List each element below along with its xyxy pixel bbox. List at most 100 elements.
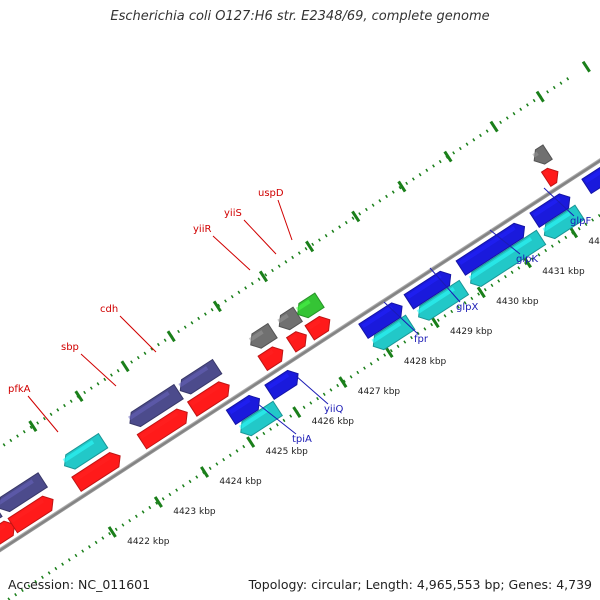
kbp-major-tick <box>246 436 256 448</box>
gene-feature[interactable] <box>358 299 407 340</box>
kbp-major-tick <box>292 406 302 418</box>
gene-arrow[interactable] <box>466 229 547 290</box>
gene-feature[interactable] <box>403 267 455 310</box>
gene-feature[interactable] <box>530 144 553 168</box>
gene-leader-line <box>243 219 277 255</box>
gene-feature[interactable] <box>176 358 223 398</box>
gene-feature[interactable] <box>369 314 416 353</box>
gene-arrow[interactable] <box>285 328 311 353</box>
gene-arrow[interactable] <box>581 157 600 195</box>
gene-arrow[interactable] <box>540 204 585 242</box>
gene-arrow[interactable] <box>358 299 407 340</box>
gene-arrow[interactable] <box>264 367 303 401</box>
gene-feature[interactable] <box>285 328 311 353</box>
gene-label-yiiQ[interactable]: yiiQ <box>324 404 343 415</box>
gene-highlight <box>361 305 394 329</box>
gene-arrow[interactable] <box>246 322 278 352</box>
kbp-tick-label: 4425 kbp <box>265 447 308 457</box>
gene-arrow[interactable] <box>186 378 234 417</box>
kbp-tick-label: 4428 kbp <box>404 357 447 367</box>
gene-feature[interactable] <box>581 157 600 195</box>
gene-feature[interactable] <box>264 367 303 401</box>
gene-label-tpiA[interactable]: tpiA <box>292 434 312 445</box>
gene-arrow[interactable] <box>275 306 304 333</box>
gene-arrow[interactable] <box>71 449 125 493</box>
gene-feature[interactable] <box>275 306 304 333</box>
gene-arrow[interactable] <box>7 492 58 534</box>
gene-highlight <box>277 313 289 324</box>
gene-arrow[interactable] <box>236 400 284 439</box>
gene-feature[interactable] <box>293 292 325 321</box>
kbp-major-tick <box>384 346 394 359</box>
gene-label-fpr[interactable]: fpr <box>414 334 429 345</box>
gene-feature[interactable] <box>414 279 470 324</box>
gene-arrow[interactable] <box>125 383 184 431</box>
gene-label-pfkA[interactable]: pfkA <box>8 384 31 395</box>
gene-arrow[interactable] <box>369 314 416 353</box>
gene-label-glpK[interactable]: glpK <box>516 254 538 265</box>
gene-feature[interactable] <box>246 322 278 352</box>
gene-feature[interactable] <box>236 400 284 439</box>
gene-feature[interactable] <box>455 220 529 276</box>
gene-arrow[interactable] <box>530 144 553 168</box>
kbp-major-tick <box>430 316 440 329</box>
gene-feature[interactable] <box>7 492 58 534</box>
gene-label-glpF[interactable]: glpF <box>570 216 591 227</box>
gene-leader-line <box>27 395 59 433</box>
gene-feature[interactable] <box>0 472 49 516</box>
outer-major-tick <box>120 360 130 373</box>
gene-feature[interactable] <box>0 517 19 558</box>
gene-feature[interactable] <box>60 432 109 473</box>
kbp-tick-label: 4432 kbp <box>588 237 600 247</box>
gene-arrow[interactable] <box>257 343 287 372</box>
outer-major-tick <box>166 330 176 343</box>
outer-major-tick <box>581 60 591 73</box>
gene-arrow[interactable] <box>293 292 325 321</box>
gene-label-yiiR[interactable]: yiiR <box>193 224 211 235</box>
gene-highlight <box>468 236 533 280</box>
inner-tick-row <box>7 184 600 600</box>
kbp-tick-label: 4423 kbp <box>173 507 216 517</box>
gene-highlight <box>371 321 402 344</box>
gene-highlight <box>74 455 112 482</box>
outer-major-tick <box>258 270 268 283</box>
gene-arrow[interactable] <box>0 472 49 516</box>
gene-highlight <box>0 479 34 506</box>
gene-leader-line <box>543 187 575 217</box>
gene-arrow[interactable] <box>403 267 455 310</box>
gene-arrow[interactable] <box>414 279 470 324</box>
gene-arrow[interactable] <box>455 220 529 276</box>
gene-highlight <box>544 171 550 177</box>
gene-feature[interactable] <box>257 343 287 372</box>
gene-arrow[interactable] <box>60 432 109 473</box>
outer-major-tick <box>443 150 453 163</box>
gene-label-cdh[interactable]: cdh <box>100 304 118 315</box>
kbp-tick-label: 4424 kbp <box>219 477 262 487</box>
gene-feature[interactable] <box>540 204 585 242</box>
outer-major-tick <box>535 90 545 103</box>
gene-feature[interactable] <box>304 313 334 341</box>
gene-label-uspD[interactable]: uspD <box>258 188 284 199</box>
gene-leader-line <box>257 403 297 435</box>
gene-highlight <box>140 411 179 439</box>
gene-feature[interactable] <box>125 383 184 431</box>
gene-arrow[interactable] <box>304 313 334 341</box>
kbp-tick-label: 4427 kbp <box>358 387 401 397</box>
kbp-major-tick <box>107 526 117 538</box>
gene-label-sbp[interactable]: sbp <box>61 342 79 353</box>
gene-label-yiiS[interactable]: yiiS <box>224 208 242 219</box>
gene-feature[interactable] <box>466 229 547 290</box>
gene-feature[interactable] <box>136 405 192 450</box>
gene-leader-line <box>489 229 521 255</box>
outer-major-tick <box>28 420 38 432</box>
gene-feature[interactable] <box>540 164 563 188</box>
gene-arrow[interactable] <box>176 358 223 398</box>
gene-feature[interactable] <box>71 449 125 493</box>
gene-arrow[interactable] <box>0 517 19 558</box>
gene-arrow[interactable] <box>136 405 192 450</box>
gene-highlight <box>416 286 455 314</box>
gene-arrow[interactable] <box>540 164 563 188</box>
gene-feature[interactable] <box>186 378 234 417</box>
gene-highlight <box>190 384 221 406</box>
gene-label-glpX[interactable]: glpX <box>456 302 478 313</box>
